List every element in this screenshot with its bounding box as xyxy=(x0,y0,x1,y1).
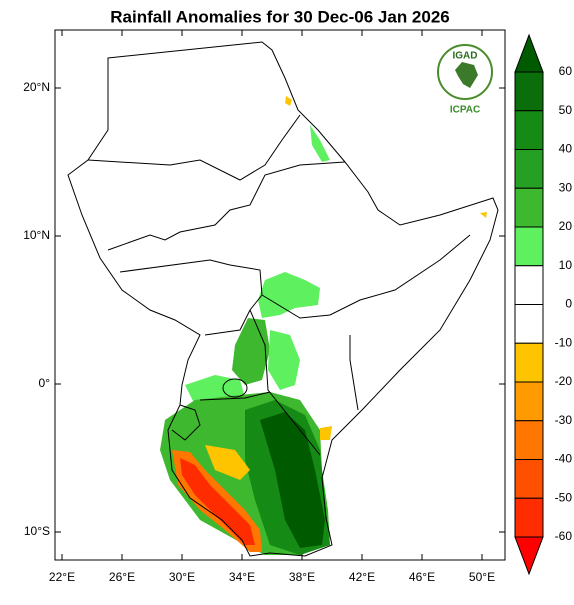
colorbar-label: 40 xyxy=(559,142,573,156)
colorbar-bin xyxy=(514,265,544,305)
logo-name: IGAD xyxy=(453,51,478,62)
colorbar-label: 60 xyxy=(559,64,573,78)
colorbar-label: -60 xyxy=(555,529,573,543)
border xyxy=(119,259,231,273)
x-tick-label: 30°E xyxy=(169,570,195,584)
border xyxy=(204,264,263,336)
lake-victoria xyxy=(222,378,248,398)
colorbar-bin xyxy=(514,71,544,112)
anomaly-patch xyxy=(258,272,320,318)
colorbar-bin xyxy=(514,497,544,538)
colorbar: 60 50 40 30 20 10 0 -10 -20 -30 -40 -50 -60 xyxy=(514,33,573,576)
colorbar-label: 10 xyxy=(559,258,573,272)
border xyxy=(87,114,301,181)
title: Rainfall Anomalies for 30 Dec-06 Jan 202… xyxy=(110,7,450,26)
x-tick-label: 42°E xyxy=(349,570,375,584)
region-outline xyxy=(67,41,499,557)
border xyxy=(349,335,359,411)
colorbar-bin xyxy=(514,420,544,460)
logo-subtitle: ICPAC xyxy=(450,105,480,116)
y-tick-label: 20°N xyxy=(23,80,50,94)
x-tick-label: 46°E xyxy=(409,570,435,584)
y-tick-label: 0° xyxy=(39,376,51,390)
border xyxy=(261,234,471,319)
colorbar-label: 30 xyxy=(559,180,573,194)
anomaly-patch xyxy=(268,330,300,390)
x-tick-label: 38°E xyxy=(289,570,315,584)
colorbar-triangle xyxy=(514,33,544,73)
x-tick-label: 34°E xyxy=(229,570,255,584)
colorbar-label: 0 xyxy=(565,297,572,311)
colorbar-label: 20 xyxy=(559,219,573,233)
colorbar-bin xyxy=(514,381,544,422)
colorbar-label: 50 xyxy=(559,103,573,117)
colorbar-label: -20 xyxy=(555,374,573,388)
anomaly-patch xyxy=(285,96,292,106)
colorbar-label: -50 xyxy=(555,490,573,504)
colorbar-bin xyxy=(514,304,544,344)
colorbar-triangle xyxy=(514,536,544,576)
anomaly-patch xyxy=(320,426,332,440)
x-tick-label: 50°E xyxy=(469,570,495,584)
country-borders xyxy=(67,41,499,557)
colorbar-bin xyxy=(514,149,544,189)
x-tick-label: 22°E xyxy=(49,570,75,584)
anomaly-patch xyxy=(260,412,325,548)
anomaly-field xyxy=(160,96,487,555)
colorbar-bin xyxy=(514,110,544,150)
colorbar-label: -10 xyxy=(555,335,573,349)
x-tick-label: 26°E xyxy=(109,570,135,584)
anomaly-patch xyxy=(180,458,255,545)
logo-africa xyxy=(455,62,478,88)
anomaly-patch xyxy=(205,445,250,480)
y-tick-label: 10°N xyxy=(23,228,50,242)
border xyxy=(171,404,201,441)
anomaly-patch xyxy=(480,212,487,218)
logo: IGAD ICPAC xyxy=(437,44,493,116)
colorbar-label: -30 xyxy=(555,413,573,427)
anomaly-patch xyxy=(310,125,330,162)
colorbar-bin xyxy=(514,226,544,267)
border xyxy=(107,161,346,251)
colorbar-label: -40 xyxy=(555,452,573,466)
colorbar-bin xyxy=(514,187,544,228)
y-tick-label: 10°S xyxy=(24,524,50,538)
colorbar-bin xyxy=(514,459,544,499)
border xyxy=(249,309,321,456)
axes: 22°E 26°E 30°E 34°E 38°E 42°E 46°E 50°E 20°N 10°N… xyxy=(23,30,505,584)
colorbar-bin xyxy=(514,342,544,383)
border xyxy=(199,391,271,401)
